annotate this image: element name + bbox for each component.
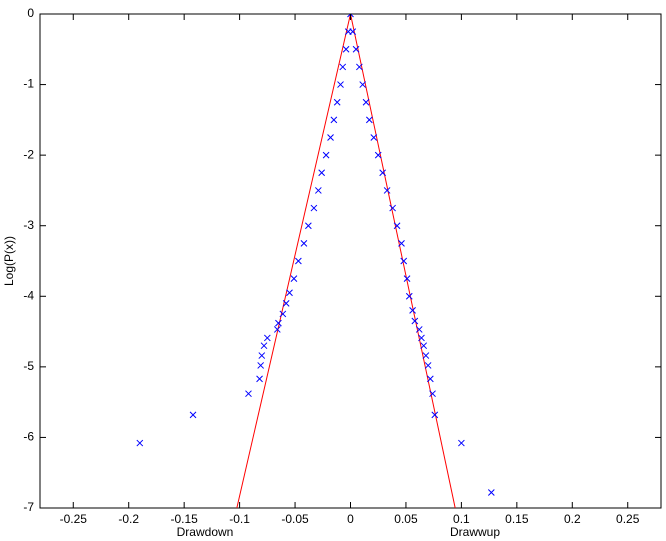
x-marker xyxy=(389,204,396,212)
x-marker xyxy=(314,187,322,194)
x-marker xyxy=(275,319,282,327)
fit-line xyxy=(350,14,456,508)
x-marker xyxy=(352,45,360,53)
x-marker xyxy=(415,326,423,333)
x-marker xyxy=(431,411,439,419)
y-tick-label: -3 xyxy=(23,218,34,232)
x-tick-label: 0.25 xyxy=(616,512,640,526)
x-marker xyxy=(359,81,367,88)
y-tick-label: -2 xyxy=(23,147,34,161)
x-marker xyxy=(337,81,344,88)
x-marker xyxy=(279,310,287,318)
x-marker xyxy=(257,362,265,369)
x-marker xyxy=(426,375,434,383)
x-marker xyxy=(379,169,387,177)
x-marker xyxy=(256,375,263,383)
x-tick-label: -0.05 xyxy=(281,512,309,526)
x-marker xyxy=(420,342,428,350)
fit-line xyxy=(236,14,351,508)
x-tick-label: -0.2 xyxy=(118,512,139,526)
y-tick-label: -7 xyxy=(23,500,34,514)
x-marker xyxy=(295,257,302,265)
x-marker xyxy=(374,151,382,159)
x-marker xyxy=(398,240,405,247)
x-marker xyxy=(424,362,432,369)
x-marker xyxy=(339,63,347,71)
x-label-right: Drawwup xyxy=(450,525,500,539)
x-marker xyxy=(403,275,411,282)
x-marker xyxy=(458,439,465,447)
x-marker xyxy=(263,334,271,342)
x-tick-label: 0.15 xyxy=(505,512,529,526)
x-marker xyxy=(400,257,408,265)
x-marker xyxy=(290,275,298,282)
x-marker xyxy=(300,240,308,247)
x-marker xyxy=(245,390,252,398)
x-marker xyxy=(342,45,350,53)
x-marker xyxy=(409,307,416,314)
plot-area xyxy=(31,14,495,508)
x-tick-label: -0.1 xyxy=(229,512,250,526)
x-marker xyxy=(422,352,430,359)
x-marker xyxy=(418,334,425,342)
x-marker xyxy=(330,116,338,124)
x-marker xyxy=(273,326,281,333)
y-tick-label: -1 xyxy=(23,77,34,91)
y-tick-label: -5 xyxy=(23,359,34,373)
x-tick-label: 0 xyxy=(347,512,354,526)
x-label-left: Drawdown xyxy=(177,525,234,539)
x-marker xyxy=(393,222,401,230)
x-tick-label: 0.1 xyxy=(453,512,470,526)
x-marker xyxy=(318,169,326,177)
y-tick-label: -4 xyxy=(23,288,34,302)
x-marker xyxy=(258,352,266,359)
y-label: Log(P(x)) xyxy=(2,236,16,286)
x-tick-label: -0.15 xyxy=(170,512,198,526)
x-tick-label: 0.05 xyxy=(394,512,418,526)
x-marker xyxy=(349,28,357,35)
x-marker xyxy=(347,14,354,18)
x-marker xyxy=(322,151,330,159)
x-marker xyxy=(31,489,37,495)
x-marker xyxy=(305,222,312,230)
x-marker xyxy=(411,317,419,325)
x-marker xyxy=(370,134,378,141)
x-marker xyxy=(282,299,290,307)
x-marker xyxy=(362,98,370,106)
x-marker xyxy=(405,292,413,300)
plot-frame xyxy=(39,13,662,509)
x-marker xyxy=(136,439,144,447)
x-marker xyxy=(333,98,341,106)
x-marker xyxy=(310,204,318,212)
x-marker xyxy=(327,134,334,141)
x-marker xyxy=(383,187,391,194)
x-marker xyxy=(487,489,495,496)
y-tick-label: 0 xyxy=(27,6,34,20)
x-marker xyxy=(260,342,268,350)
x-marker xyxy=(189,411,197,419)
x-tick-label: -0.25 xyxy=(60,512,88,526)
x-marker xyxy=(365,116,373,124)
x-marker xyxy=(429,390,436,398)
y-tick-label: -6 xyxy=(23,430,34,444)
x-tick-label: 0.2 xyxy=(564,512,581,526)
x-marker xyxy=(286,289,293,297)
x-marker xyxy=(356,63,363,71)
